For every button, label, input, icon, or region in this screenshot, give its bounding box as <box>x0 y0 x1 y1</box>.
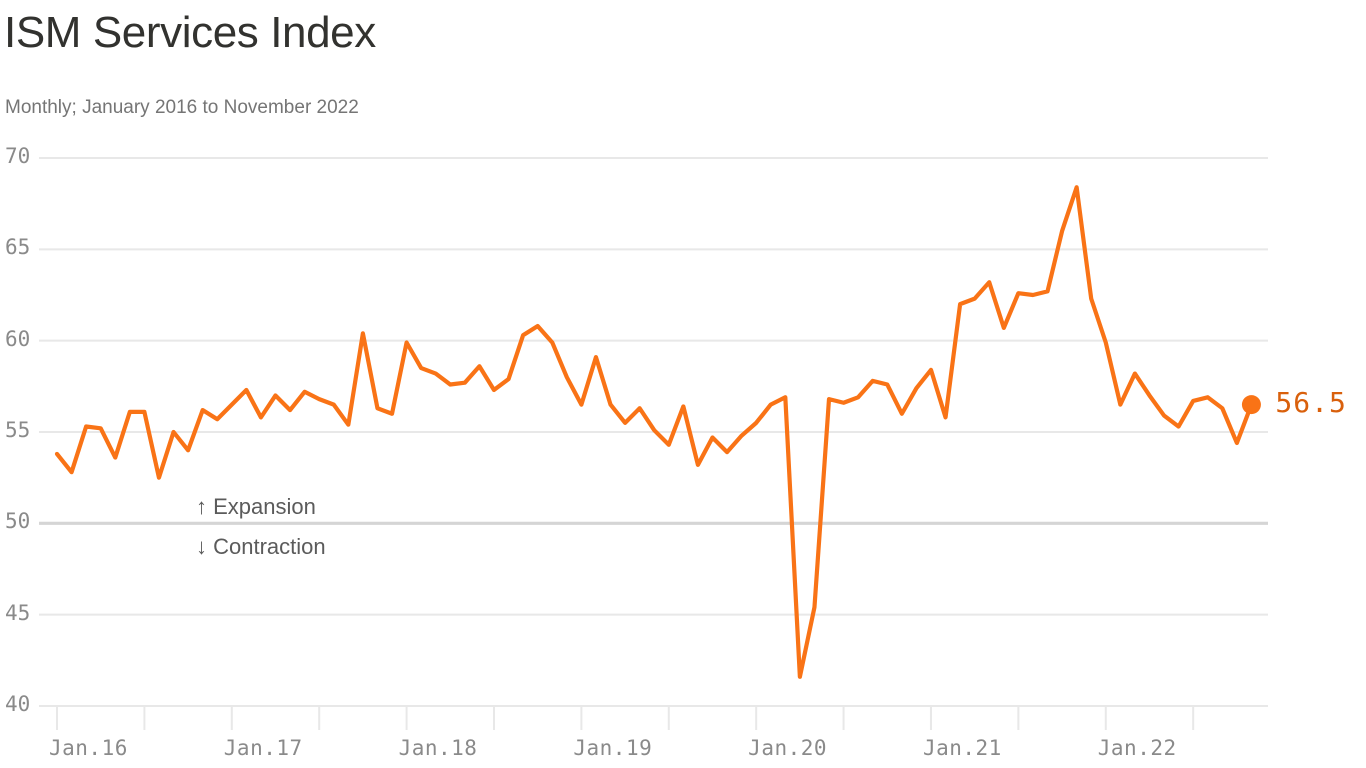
x-axis-tick-label: Jan.19 <box>573 736 653 760</box>
y-axis-tick-label: 40 <box>5 692 31 716</box>
end-value-label: 56.5 <box>1275 385 1347 419</box>
x-tick-group <box>56 706 1195 730</box>
y-axis-tick-label: 45 <box>5 600 31 625</box>
x-axis-tick-label: Jan.16 <box>49 736 128 760</box>
expansion-annotation: ↑ Expansion <box>196 494 316 519</box>
y-axis-tick-label: 65 <box>5 235 31 260</box>
x-axis-tick-label: Jan.20 <box>748 736 828 760</box>
page-title: ISM Services Index <box>4 8 376 57</box>
x-axis-tick-label: Jan.17 <box>223 736 303 760</box>
y-axis-tick-label: 55 <box>5 418 31 442</box>
x-axis-tick-label: Jan.18 <box>398 736 478 760</box>
x-axis-tick-label: Jan.22 <box>1097 736 1177 760</box>
x-axis-tick-label: Jan.21 <box>922 736 1002 760</box>
chart-subtitle: Monthly; January 2016 to November 2022 <box>5 97 359 118</box>
contraction-annotation: ↓ Contraction <box>196 534 326 559</box>
y-axis-tick-label: 60 <box>5 326 31 351</box>
y-axis-tick-label: 50 <box>5 509 31 534</box>
gridline-group <box>39 157 1268 707</box>
y-axis-tick-label: 70 <box>5 144 31 168</box>
end-point-marker <box>1241 395 1261 415</box>
series-line-ism-services <box>54 185 1254 679</box>
